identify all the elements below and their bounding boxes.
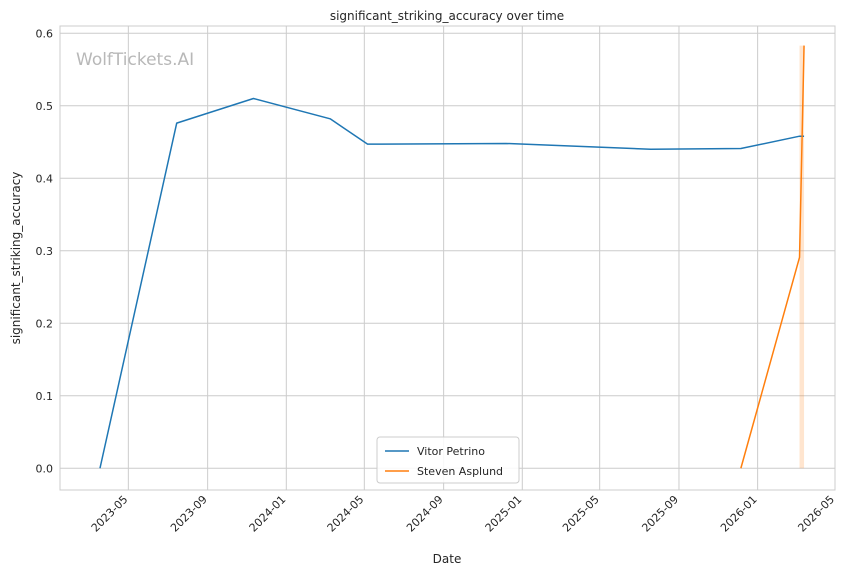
plot-area <box>59 25 836 491</box>
watermark: WolfTickets.AI <box>76 50 194 70</box>
legend: Vitor Petrino Steven Asplund <box>376 436 520 484</box>
x-axis-label: Date <box>433 552 462 566</box>
confidence-bands <box>799 45 805 469</box>
y-tick-label: 0.3 <box>36 245 54 258</box>
confidence-band-1 <box>799 45 805 469</box>
series-line-0 <box>99 97 805 469</box>
y-tick-label: 0.6 <box>36 27 54 40</box>
y-tick-label: 0.1 <box>36 390 54 403</box>
y-tick-label: 0.5 <box>36 100 54 113</box>
legend-box <box>376 436 520 484</box>
legend-label: Vitor Petrino <box>417 445 485 458</box>
legend-label: Steven Asplund <box>417 465 503 478</box>
y-axis: 0.0 0.1 0.2 0.3 0.4 0.5 0.6 <box>36 27 54 475</box>
y-axis-label: significant_striking_accuracy <box>9 172 23 345</box>
chart-title: significant_striking_accuracy over time <box>330 9 564 23</box>
y-tick-label: 0.0 <box>36 462 54 475</box>
y-tick-label: 0.4 <box>36 172 54 185</box>
series-lines <box>99 45 805 469</box>
y-tick-label: 0.2 <box>36 317 54 330</box>
series-line-1 <box>740 45 805 469</box>
